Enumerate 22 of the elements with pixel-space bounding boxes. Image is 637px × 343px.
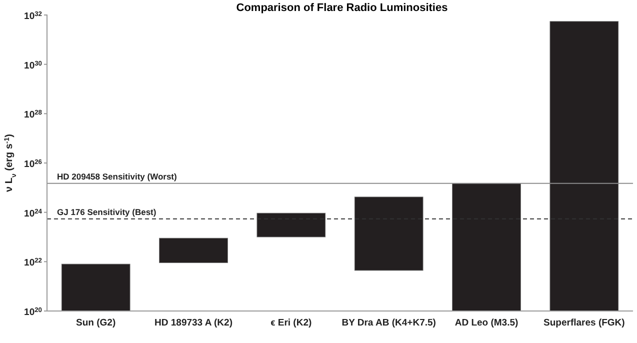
bar <box>550 21 619 312</box>
x-tick-label: BY Dra AB (K4+K7.5) <box>342 318 436 329</box>
x-tick-label: Sun (G2) <box>76 318 116 329</box>
bar <box>354 196 424 271</box>
bar <box>452 183 521 312</box>
ref-line-label: GJ 176 Sensitivity (Best) <box>57 206 156 217</box>
ref-line-label: HD 209458 Sensitivity (Worst) <box>57 171 177 182</box>
y-tick-label: 10$^{24}$ <box>24 208 42 220</box>
y-tick-label: 10$^{28}$ <box>24 109 42 121</box>
y-tick-label: 10$^{22}$ <box>24 257 42 269</box>
bar <box>159 238 228 264</box>
chart-title: Comparison of Flare Radio Luminosities <box>236 2 448 14</box>
x-tick-label: Superflares (FGK) <box>544 318 625 329</box>
bar <box>61 264 130 312</box>
x-tick-label: HD 189733 A (K2) <box>154 318 232 329</box>
y-tick-label: 10$^{32}$ <box>24 10 42 22</box>
bar <box>256 212 326 238</box>
y-tick-label: 10$^{26}$ <box>24 158 42 170</box>
x-tick-label: ϵ Eri (K2) <box>270 318 312 329</box>
y-tick-label: 10$^{20}$ <box>24 306 42 318</box>
y-tick-label: 10$^{30}$ <box>24 60 42 72</box>
x-tick-label: AD Leo (M3.5) <box>454 318 518 329</box>
